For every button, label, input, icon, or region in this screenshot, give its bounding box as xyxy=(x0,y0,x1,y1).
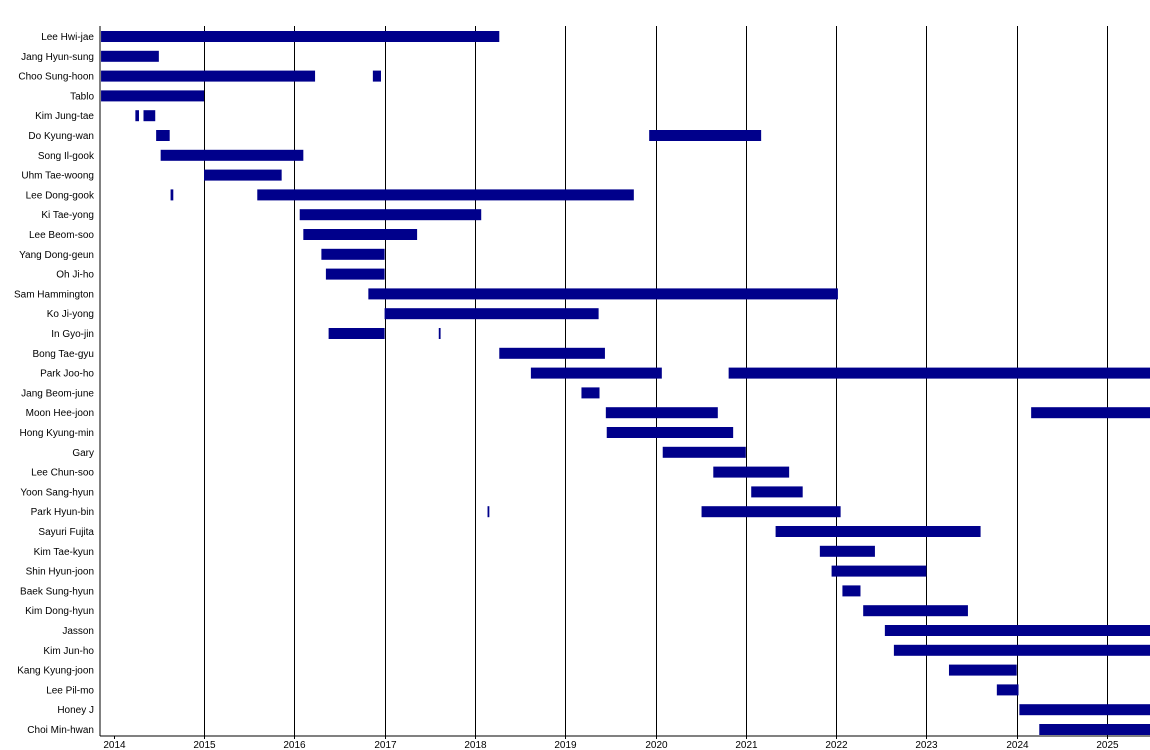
timeline-bar xyxy=(1019,704,1150,716)
timeline-bar xyxy=(1031,407,1150,419)
timeline-bar xyxy=(101,90,204,102)
timeline-bar xyxy=(751,486,803,498)
row-label: Kim Jung-tae xyxy=(35,111,94,122)
row-label: Park Joo-ho xyxy=(40,369,94,380)
timeline-bar xyxy=(487,506,490,518)
row-label: Choi Min-hwan xyxy=(27,725,94,736)
timeline-bar xyxy=(328,328,385,339)
x-tick-label: 2015 xyxy=(193,740,216,750)
timeline-bar xyxy=(713,466,790,478)
timeline-bar xyxy=(842,585,861,597)
timeline-bar xyxy=(581,387,600,399)
row-label: Do Kyung-wan xyxy=(28,131,94,142)
x-tick-label: 2018 xyxy=(464,740,487,750)
row-label: Honey J xyxy=(57,705,94,716)
x-tick-label: 2022 xyxy=(825,740,848,750)
row-label: Ki Tae-yong xyxy=(41,210,94,221)
x-tick-label: 2014 xyxy=(103,740,126,750)
row-label: In Gyo-jin xyxy=(51,329,94,340)
x-tick-label: 2016 xyxy=(283,740,306,750)
timeline-bar xyxy=(321,248,385,260)
x-tick-label: 2023 xyxy=(915,740,938,750)
timeline-bar xyxy=(996,684,1019,696)
row-label: Bong Tae-gyu xyxy=(32,349,94,360)
row-label: Kim Tae-kyun xyxy=(34,547,94,558)
timeline-bar xyxy=(884,625,1150,636)
timeline-bar xyxy=(499,347,605,359)
timeline-bar xyxy=(948,664,1017,676)
row-label: Tablo xyxy=(70,91,94,102)
timeline-bar xyxy=(1039,724,1150,735)
x-tick-label: 2019 xyxy=(554,740,577,750)
timeline-bar xyxy=(170,189,174,201)
row-label: Lee Pil-mo xyxy=(46,685,94,696)
timeline-bar xyxy=(438,328,441,339)
timeline-bar xyxy=(204,169,282,181)
timeline-bar xyxy=(863,605,968,617)
row-label: Kim Dong-hyun xyxy=(25,606,94,617)
row-label: Sam Hammington xyxy=(14,289,94,300)
timeline-bar xyxy=(530,367,662,379)
timeline-bar xyxy=(701,506,841,518)
row-label: Lee Beom-soo xyxy=(29,230,94,241)
timeline-bar xyxy=(606,427,734,438)
timeline-bar xyxy=(384,308,599,320)
bar-layer xyxy=(101,31,1150,735)
row-label: Lee Hwi-jae xyxy=(41,32,94,43)
timeline-bar xyxy=(325,268,385,280)
x-tick-label: 2017 xyxy=(374,740,397,750)
timeline-bar xyxy=(893,644,1150,656)
timeline-bar xyxy=(101,50,159,62)
timeline-bar xyxy=(156,130,170,141)
timeline-bar xyxy=(368,288,838,300)
timeline-bar xyxy=(299,209,482,221)
timeline-bar xyxy=(303,229,418,240)
row-label: Hong Kyung-min xyxy=(20,428,94,439)
x-tick-label: 2020 xyxy=(645,740,668,750)
tick-layer: 2014 2015 2016 2017 2018 2019 2020 2021 2022 2023… xyxy=(103,740,1119,750)
row-label: Song Il-gook xyxy=(38,151,95,162)
row-label: Baek Sung-hyun xyxy=(20,586,94,597)
timeline-bar xyxy=(775,526,981,537)
timeline-bar xyxy=(649,130,762,141)
row-label: Moon Hee-joon xyxy=(26,408,94,419)
row-label: Yang Dong-geun xyxy=(19,250,94,261)
timeline-bar xyxy=(819,545,875,557)
timeline-bar xyxy=(728,367,1150,379)
grid-layer xyxy=(99,26,1150,739)
row-label: Ko Ji-yong xyxy=(47,309,94,320)
row-label: Sayuri Fujita xyxy=(38,527,94,538)
x-tick-label: 2021 xyxy=(735,740,758,750)
x-tick-label: 2024 xyxy=(1006,740,1029,750)
row-label: Oh Ji-ho xyxy=(56,270,94,281)
timeline-bar xyxy=(101,31,500,42)
row-label: Kim Jun-ho xyxy=(43,646,94,657)
row-label: Uhm Tae-woong xyxy=(21,171,94,182)
timeline-bar xyxy=(831,565,927,577)
row-label: Kang Kyung-joon xyxy=(17,666,94,677)
timeline-bar xyxy=(257,189,634,201)
timeline-bar xyxy=(662,446,746,458)
row-label: Yoon Sang-hyun xyxy=(20,487,94,498)
row-label: Park Hyun-bin xyxy=(31,507,94,518)
label-layer: Lee Hwi-jae Jang Hyun-sung Choo Sung-hoon T… xyxy=(14,32,95,736)
row-label: Lee Dong-gook xyxy=(26,190,95,201)
row-label: Shin Hyun-joon xyxy=(26,567,94,578)
timeline-bar xyxy=(605,407,718,419)
row-label: Jasson xyxy=(62,626,94,637)
timeline-bar xyxy=(101,70,316,82)
x-tick-label: 2025 xyxy=(1096,740,1119,750)
row-label: Choo Sung-hoon xyxy=(18,72,94,83)
row-label: Jang Hyun-sung xyxy=(21,52,94,63)
row-label: Gary xyxy=(72,448,94,459)
row-label: Jang Beom-june xyxy=(21,388,94,399)
timeline-bar xyxy=(143,110,156,122)
timeline-bar xyxy=(135,110,139,122)
timeline-bar xyxy=(160,149,304,161)
timeline-bar xyxy=(372,70,381,82)
row-label: Lee Chun-soo xyxy=(31,468,94,479)
